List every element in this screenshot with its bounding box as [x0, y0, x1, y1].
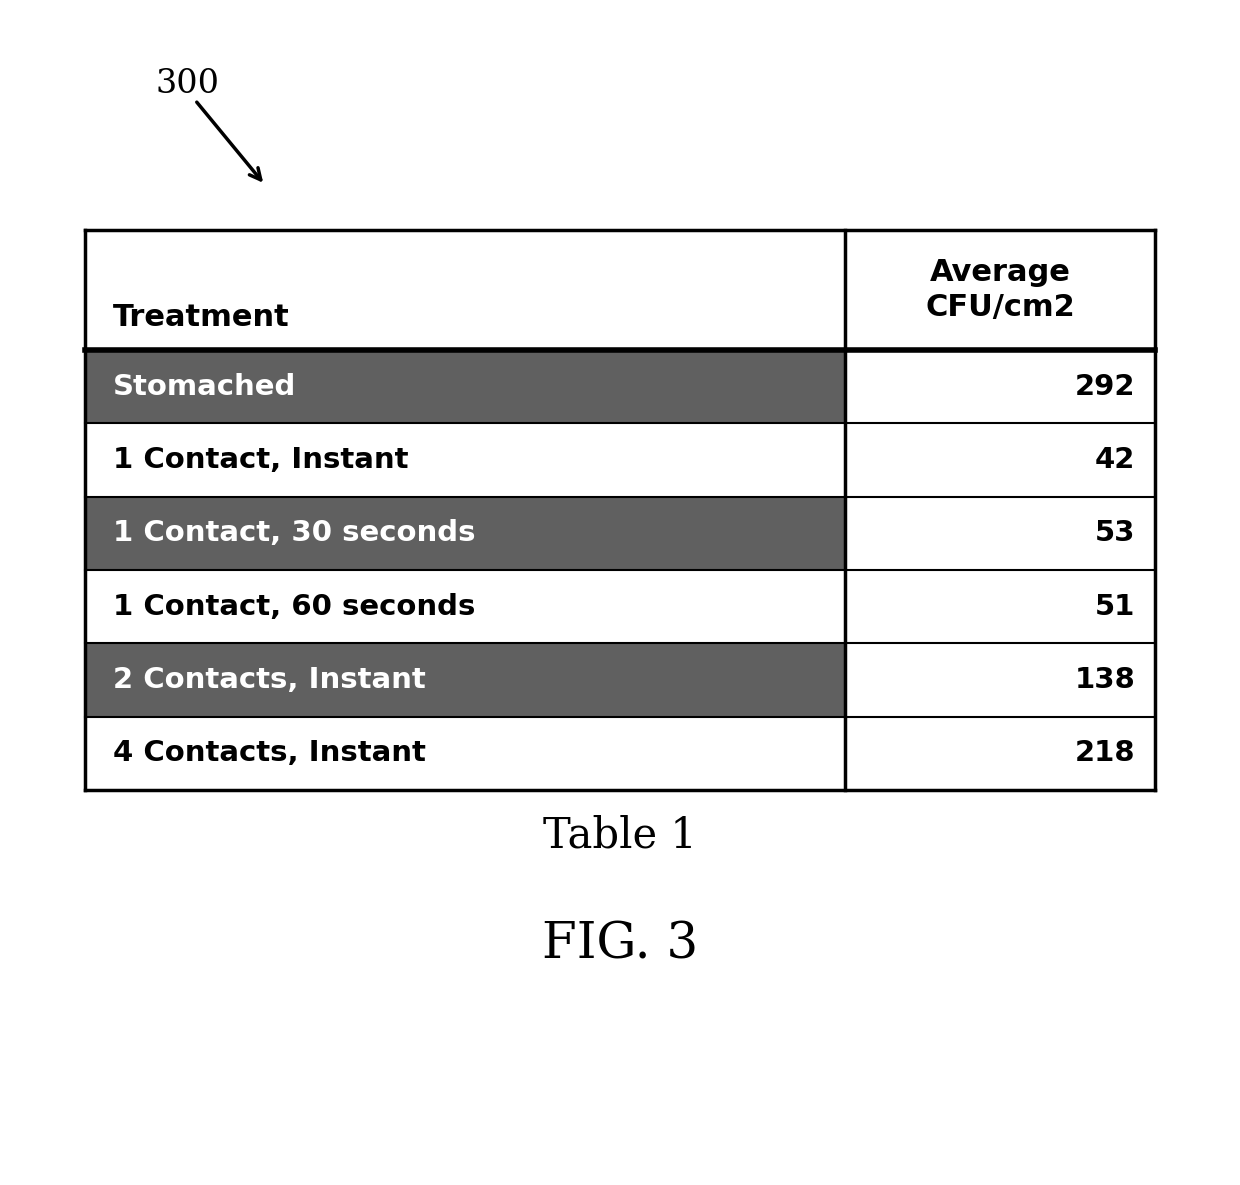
Bar [86, 350, 844, 423]
Bar [844, 497, 1154, 570]
Text: 292: 292 [1075, 372, 1135, 401]
Text: 1 Contact, 30 seconds: 1 Contact, 30 seconds [113, 519, 475, 547]
Bar [86, 570, 844, 643]
Text: 1 Contact, 60 seconds: 1 Contact, 60 seconds [113, 592, 475, 621]
Text: 1 Contact, Instant: 1 Contact, Instant [113, 446, 408, 474]
Text: Average
CFU/cm2: Average CFU/cm2 [925, 257, 1075, 322]
Text: 2 Contacts, Instant: 2 Contacts, Instant [113, 666, 425, 694]
Bar [844, 717, 1154, 790]
Text: FIG. 3: FIG. 3 [542, 920, 698, 969]
Bar [86, 497, 844, 570]
Bar [86, 230, 1154, 790]
Bar [86, 423, 844, 497]
Text: 51: 51 [1095, 592, 1135, 621]
Bar [86, 230, 1154, 350]
Text: 53: 53 [1095, 519, 1135, 547]
Text: 300: 300 [155, 68, 219, 100]
Text: 42: 42 [1095, 446, 1135, 474]
Bar [844, 570, 1154, 643]
Text: Stomached: Stomached [113, 372, 296, 401]
Bar [86, 643, 844, 717]
Text: Treatment: Treatment [113, 303, 290, 332]
Text: 4 Contacts, Instant: 4 Contacts, Instant [113, 739, 425, 768]
Bar [86, 717, 844, 790]
Bar [844, 350, 1154, 423]
Bar [844, 423, 1154, 497]
Bar [844, 643, 1154, 717]
Text: 138: 138 [1074, 666, 1135, 694]
Text: 218: 218 [1075, 739, 1135, 768]
Text: Table 1: Table 1 [543, 815, 697, 857]
